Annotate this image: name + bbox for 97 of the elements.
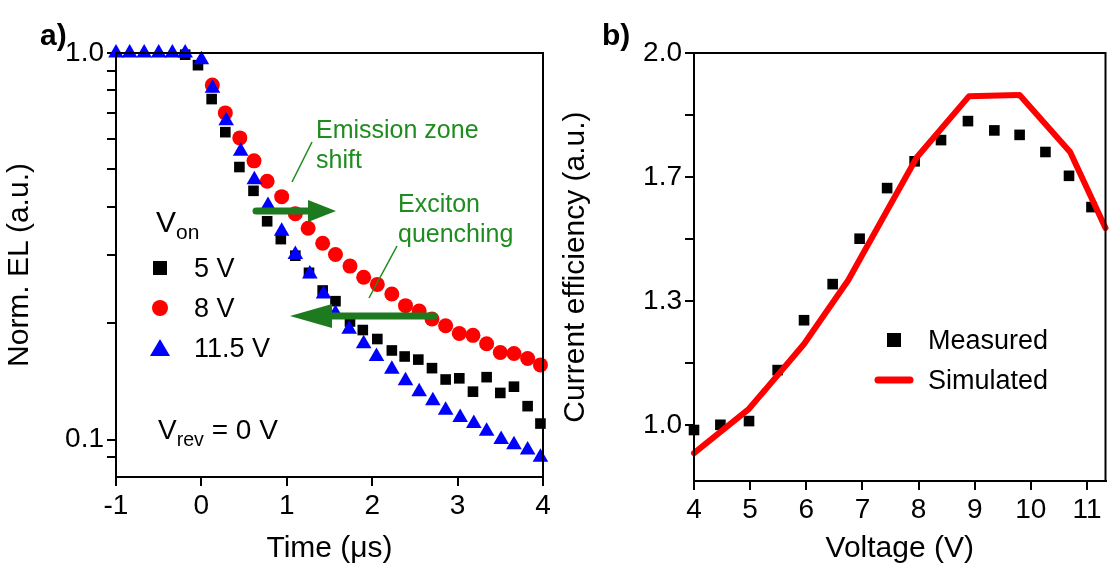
- chart-title: a): [40, 18, 67, 52]
- point: [315, 284, 332, 299]
- annotation: Exciton quenching: [398, 189, 514, 247]
- point: [287, 245, 304, 260]
- x-tick-label: 2: [364, 488, 380, 520]
- point: [372, 333, 383, 345]
- point: [398, 298, 414, 314]
- y-tick-label: 2.0: [643, 35, 682, 67]
- point: [520, 351, 536, 367]
- point: [827, 278, 838, 290]
- point: [261, 215, 273, 227]
- point: [246, 170, 263, 185]
- point: [315, 235, 331, 251]
- point: [1014, 129, 1025, 141]
- x-tick-label: 10: [1015, 492, 1047, 524]
- chart-title: b): [602, 18, 631, 52]
- legend-label: Measured: [928, 324, 1049, 356]
- point: [481, 371, 492, 383]
- y-tick-label: 1.0: [65, 35, 104, 67]
- point: [425, 391, 441, 406]
- point: [356, 269, 372, 285]
- point: [437, 401, 454, 415]
- point: [466, 414, 482, 429]
- point: [492, 344, 508, 360]
- point: [248, 185, 259, 197]
- x-tick-label: 9: [966, 492, 983, 524]
- point: [438, 318, 454, 334]
- y-axis-title: Norm. EL (a.u.): [1, 163, 35, 367]
- point: [384, 360, 400, 374]
- point: [465, 327, 481, 343]
- point: [413, 354, 424, 365]
- point: [451, 326, 467, 342]
- annotation: V$_{rev}$ = 0 V: [158, 414, 279, 452]
- point: [854, 233, 865, 245]
- x-tick-label: 4: [686, 492, 702, 524]
- point: [440, 374, 451, 385]
- point: [300, 220, 316, 236]
- point: [454, 373, 465, 384]
- x-tick-label: 1: [279, 488, 295, 520]
- point: [384, 286, 400, 302]
- x-axis-title: Time (μs): [266, 530, 393, 564]
- y-tick-label: 1.3: [643, 283, 682, 315]
- point: [218, 111, 234, 126]
- point: [368, 347, 385, 361]
- legend-label: 11.5 V: [194, 332, 271, 364]
- x-tick-label: 3: [449, 488, 466, 520]
- x-tick-label: 6: [798, 492, 815, 524]
- legend-title: V$_{on}$: [156, 205, 201, 244]
- point: [341, 320, 357, 334]
- point: [478, 422, 495, 436]
- point: [411, 382, 427, 397]
- point: [508, 381, 520, 392]
- point: [1040, 146, 1051, 158]
- y-tick-label: 1.0: [643, 407, 682, 439]
- point: [386, 345, 398, 356]
- point: [327, 247, 343, 263]
- legend-label: Simulated: [928, 364, 1049, 396]
- point: [274, 189, 290, 205]
- point: [234, 161, 245, 173]
- point: [206, 93, 217, 105]
- point: [479, 336, 495, 352]
- point: [452, 408, 468, 423]
- x-tick-label: 11: [1072, 492, 1102, 524]
- point: [522, 400, 533, 412]
- y-axis-title: Current efficiency (a.u.): [557, 111, 591, 423]
- x-axis-title: Voltage (V): [825, 530, 974, 564]
- point: [493, 430, 509, 445]
- point: [355, 334, 372, 349]
- point: [220, 126, 231, 138]
- point: [399, 351, 410, 362]
- annotation: Emission zone shift: [316, 114, 480, 174]
- point: [506, 435, 522, 450]
- x-tick-label: 5: [742, 492, 758, 524]
- point: [506, 345, 522, 361]
- point: [330, 295, 341, 307]
- y-tick-label: 0.1: [65, 422, 104, 454]
- x-tick-label: 7: [854, 492, 871, 524]
- x-tick-label: 0: [193, 488, 210, 520]
- point: [259, 173, 275, 189]
- point: [519, 440, 536, 455]
- point: [273, 222, 290, 236]
- point: [232, 142, 249, 156]
- point: [989, 125, 1000, 136]
- y-tick-label: 1.7: [643, 159, 682, 191]
- point: [798, 314, 810, 326]
- legend-label: 5 V: [194, 252, 235, 284]
- legend-label: 8 V: [194, 292, 235, 324]
- x-tick-label: -1: [103, 488, 129, 520]
- x-tick-label: 8: [910, 492, 927, 524]
- point: [467, 386, 479, 397]
- point: [397, 371, 414, 386]
- point: [246, 153, 262, 169]
- point: [232, 130, 248, 146]
- point: [193, 50, 210, 65]
- x-tick-label: 4: [535, 488, 551, 520]
- point: [342, 258, 358, 274]
- point: [495, 387, 506, 399]
